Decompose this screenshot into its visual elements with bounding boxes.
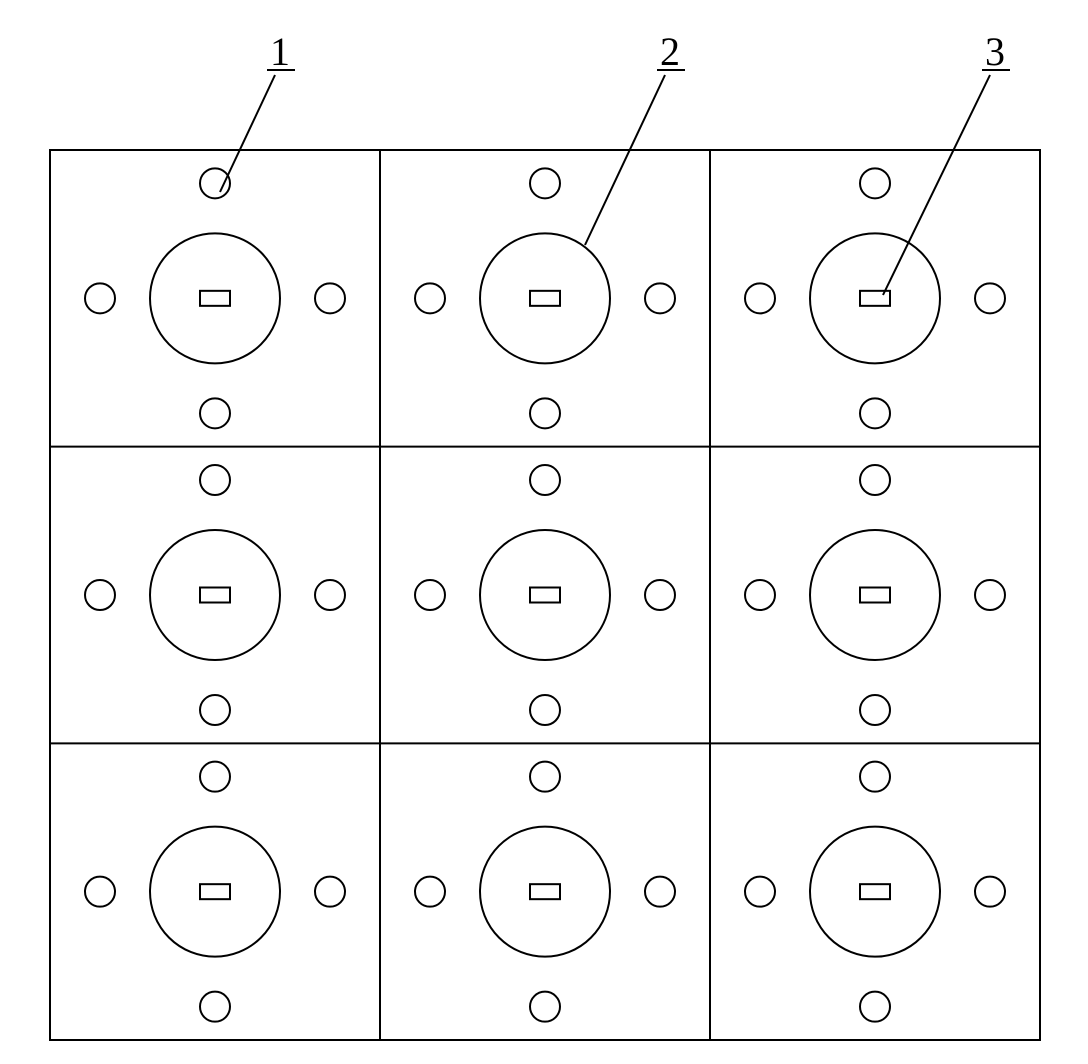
diagram-svg: 1 2 3: [0, 0, 1088, 1064]
callout-label-3: 3: [985, 29, 1005, 74]
diagram-container: 1 2 3: [0, 0, 1088, 1064]
callout-label-2: 2: [660, 29, 680, 74]
callout-label-1: 1: [270, 29, 290, 74]
